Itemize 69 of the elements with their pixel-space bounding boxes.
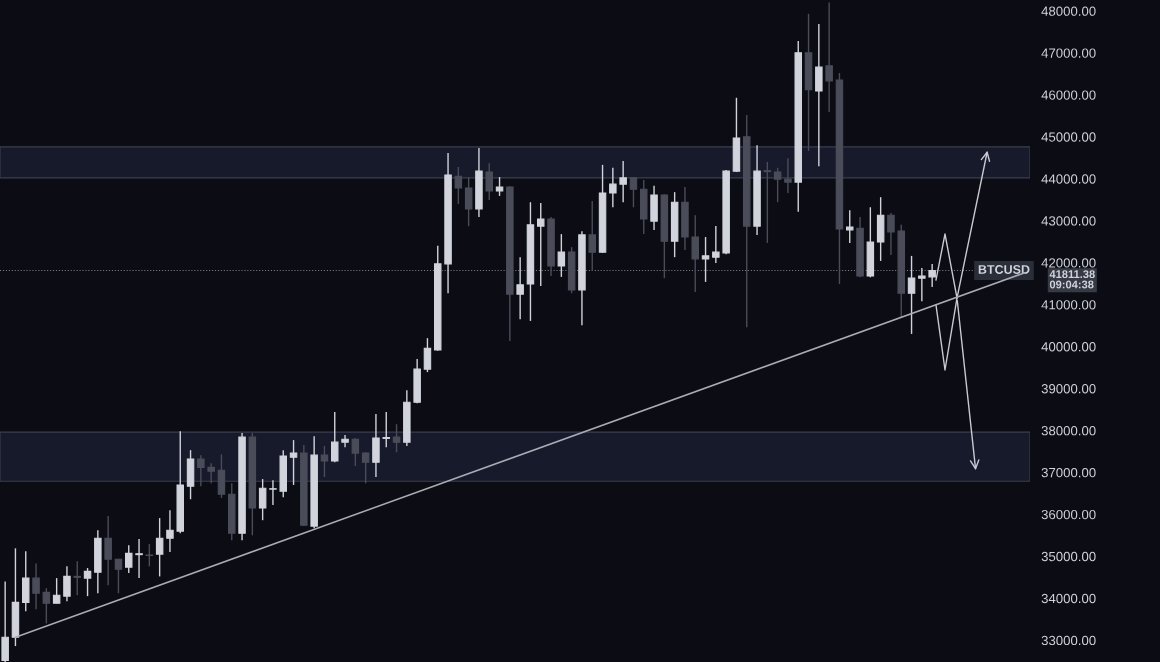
candlestick: [289, 439, 298, 486]
y-tick-label: 38000.00: [1041, 425, 1096, 436]
y-tick-label: 39000.00: [1041, 384, 1096, 394]
candlestick: [454, 166, 463, 205]
candlestick: [773, 167, 782, 203]
y-tick-label: 43000.00: [1041, 216, 1096, 226]
candlestick: [907, 255, 916, 335]
candlestick: [125, 544, 133, 574]
candlestick: [815, 23, 823, 167]
candlestick: [495, 176, 504, 197]
candlestick: [258, 478, 267, 521]
candlestick: [712, 225, 720, 264]
candlestick: [619, 160, 627, 203]
candlestick: [114, 558, 123, 594]
y-tick-label: 45000.00: [1041, 132, 1096, 142]
candlestick: [83, 567, 92, 597]
candlestick: [145, 543, 154, 568]
candlestick: [609, 167, 617, 208]
y-tick-label: 41000.00: [1041, 300, 1096, 310]
candlestick: [691, 214, 699, 293]
candlestick: [629, 176, 638, 208]
y-tick-label: 48000.00: [1041, 6, 1096, 16]
candlestick: [423, 337, 432, 373]
candlestick: [588, 200, 596, 272]
y-tick-label: 36000.00: [1041, 509, 1096, 520]
candlestick: [197, 454, 205, 487]
candlestick: [846, 209, 854, 244]
y-tick-label: 33000.00: [1041, 635, 1096, 646]
candlestick: [464, 176, 473, 227]
y-tick-label: 37000.00: [1041, 467, 1096, 478]
candlestick: [825, 1, 833, 113]
candlestick: [485, 162, 493, 201]
y-tick-label: 34000.00: [1041, 593, 1096, 604]
candlestick: [537, 202, 545, 287]
y-tick-label: 47000.00: [1041, 48, 1096, 58]
candlestick: [361, 451, 370, 484]
candlestick: [42, 587, 51, 625]
candlestick: [32, 562, 40, 610]
text: 41811.38 09:04:38: [1049, 270, 1095, 289]
candlestick: [392, 423, 401, 453]
candlestick: [52, 577, 61, 604]
candlestick: [155, 517, 164, 578]
candlestick: [918, 267, 926, 302]
candlestick: [1, 580, 9, 662]
candlestick: [207, 462, 215, 484]
y-tick-label: 40000.00: [1041, 342, 1096, 352]
candlestick: [701, 236, 710, 283]
candlestick: [320, 445, 329, 478]
candlestick: [331, 411, 339, 464]
candlestick: [341, 434, 349, 448]
candlestick: [887, 212, 895, 256]
candlestick: [73, 560, 81, 596]
y-tick-label: 44000.00: [1041, 174, 1096, 184]
candlestick: [135, 538, 143, 579]
candlestick: [516, 256, 524, 320]
candlestick: [784, 157, 792, 194]
y-tick-label: 42000.00: [1041, 258, 1096, 268]
candlestick: [763, 161, 772, 244]
candlestick: [382, 411, 390, 448]
candlestick: [351, 437, 360, 467]
candlestick: [557, 233, 566, 278]
candlestick: [166, 509, 174, 553]
y-tick-label: 35000.00: [1041, 551, 1096, 562]
candlestick: [217, 453, 226, 499]
ref-line-label: BTCUSD: [978, 265, 1030, 274]
candlestick: [104, 515, 112, 586]
y-tick-label: 46000.00: [1041, 90, 1096, 100]
candlestick: [63, 565, 71, 602]
candlestick: [269, 479, 277, 506]
